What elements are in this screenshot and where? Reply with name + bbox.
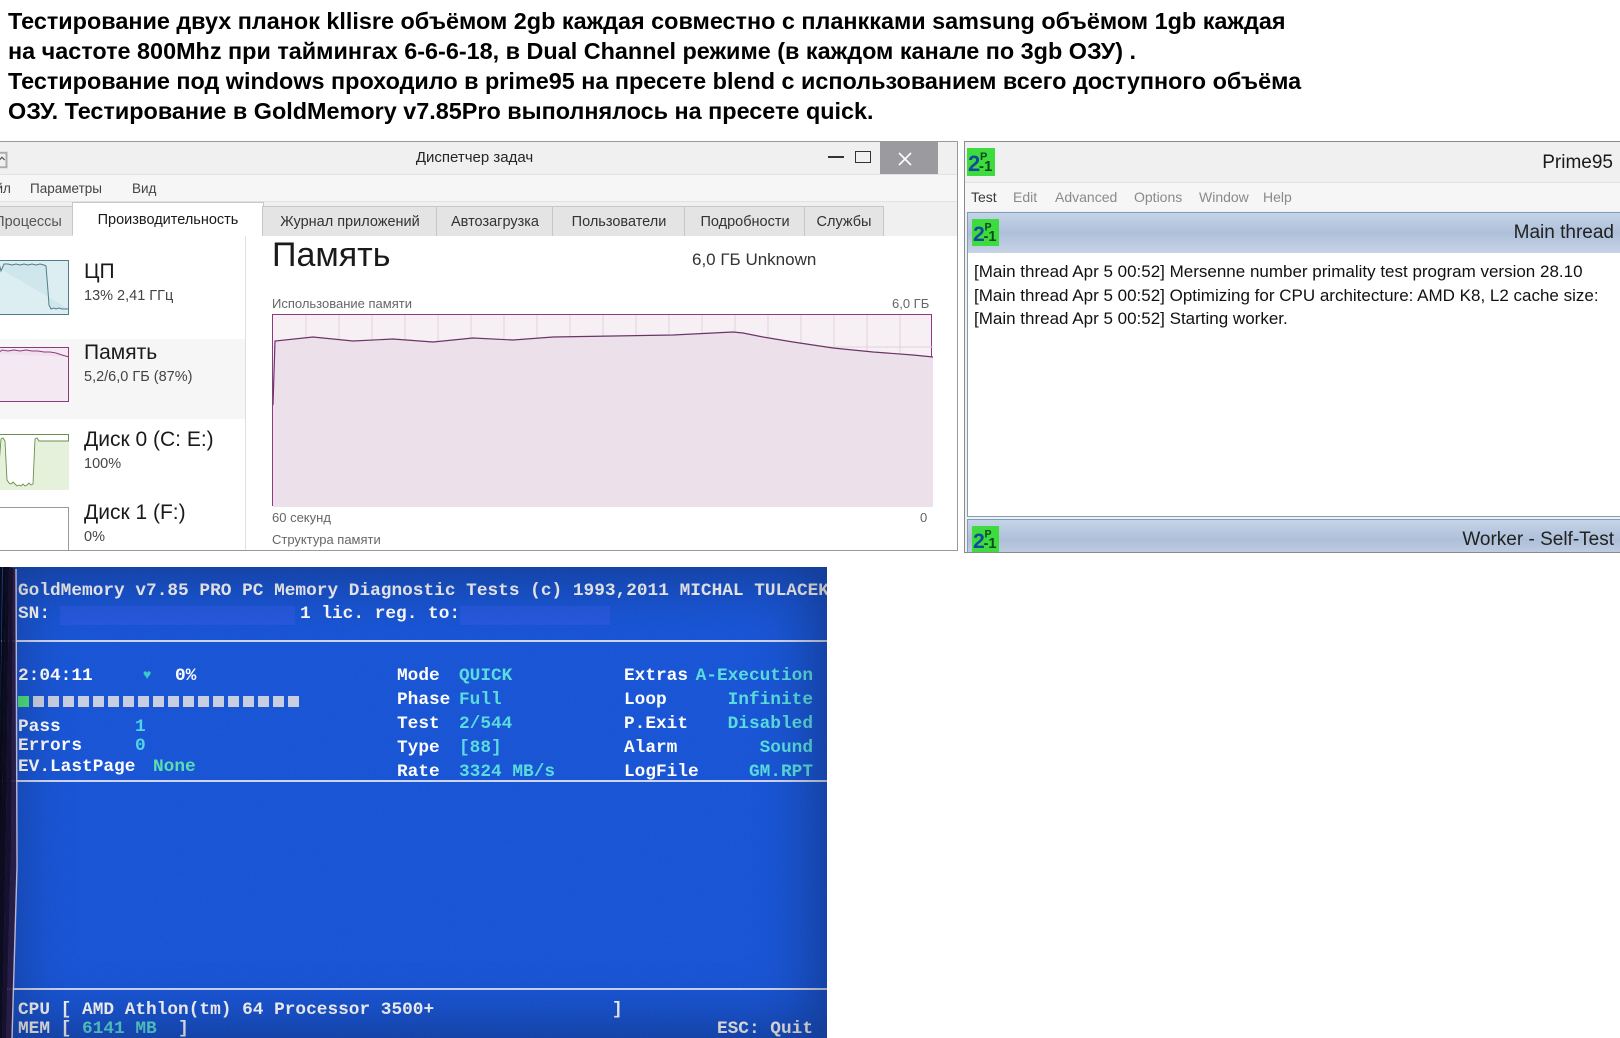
svg-text:-1: -1 [984,229,997,245]
svg-text:-1: -1 [979,158,992,175]
svg-text:-1: -1 [984,536,997,552]
